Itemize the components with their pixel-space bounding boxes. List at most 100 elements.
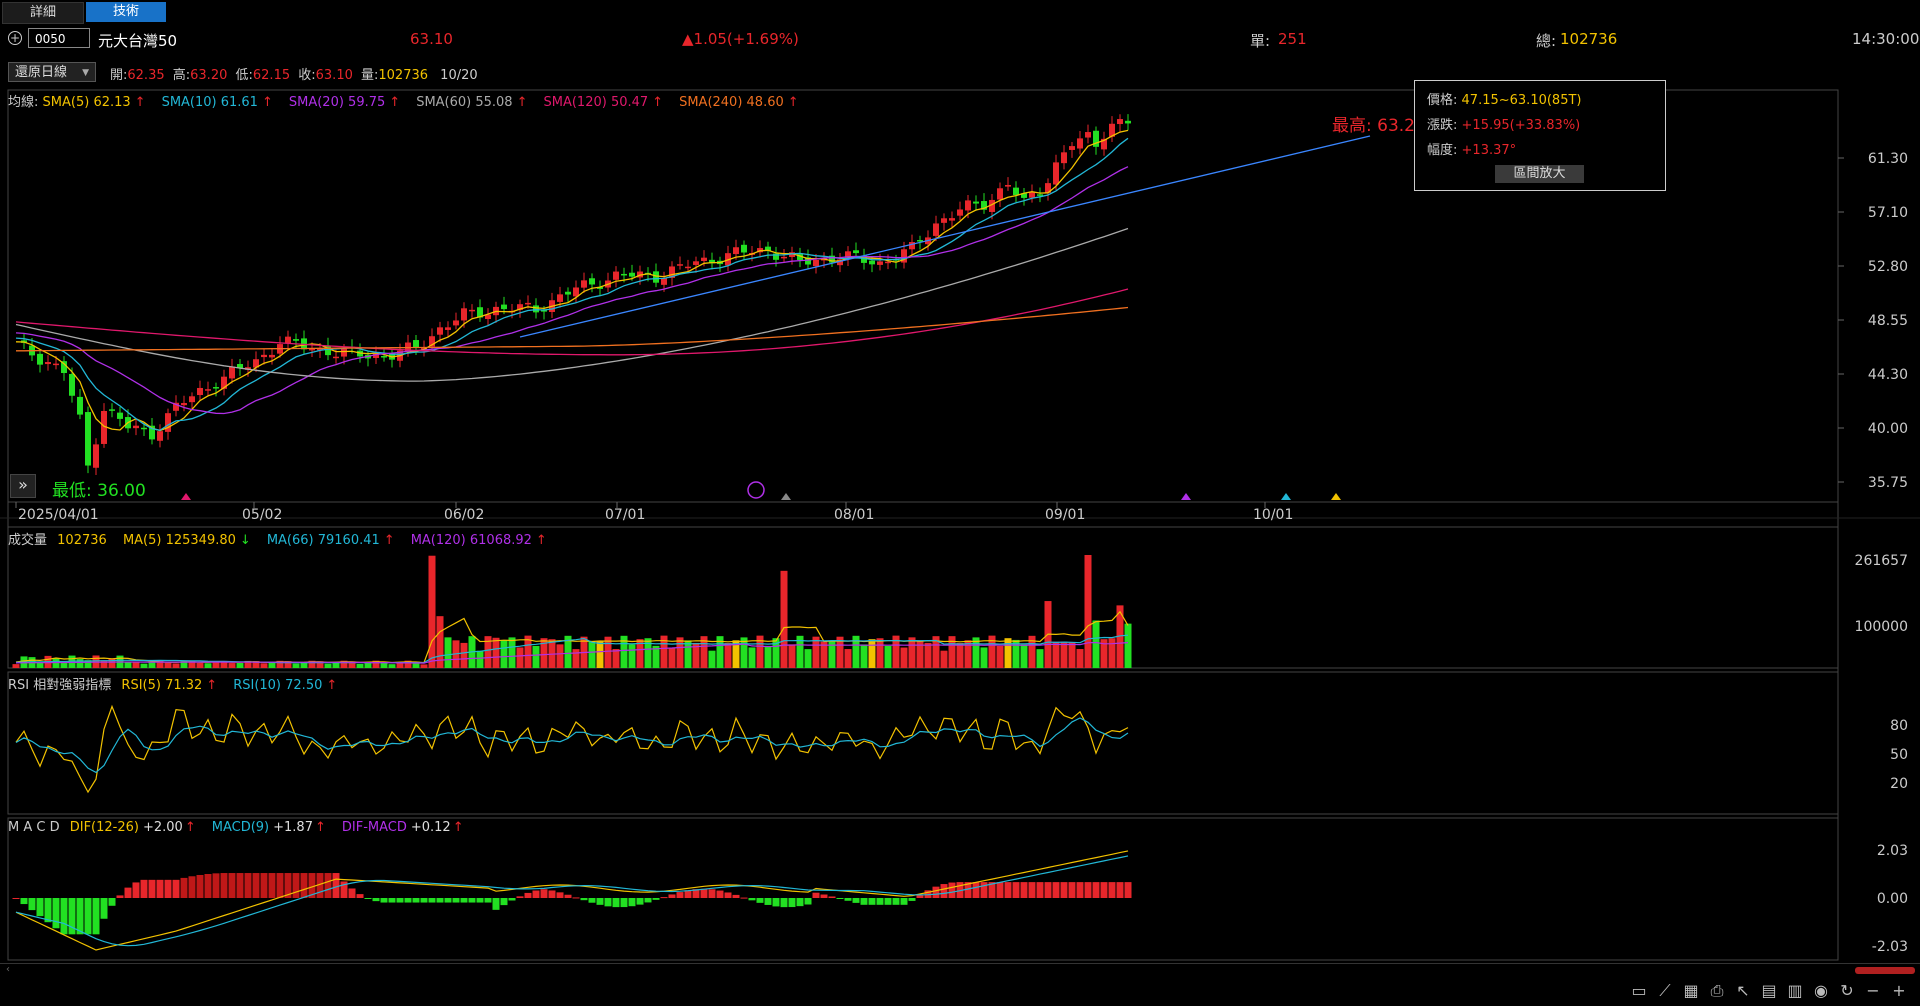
- sma240-line: [16, 306, 1129, 352]
- horizontal-scrollbar[interactable]: [0, 963, 1920, 978]
- volume-bar: [212, 660, 220, 668]
- eye-icon[interactable]: ◉: [1814, 981, 1828, 1000]
- candle-body: [701, 257, 707, 261]
- volume-bar: [340, 660, 348, 668]
- macd-histogram-bar: [580, 898, 588, 901]
- macd-histogram-bar: [980, 882, 988, 898]
- y-tick-label: 35.75: [1868, 475, 1908, 491]
- macd-histogram-bar: [708, 889, 716, 898]
- x-date-label: 08/01: [834, 507, 874, 523]
- expand-icon[interactable]: »: [10, 474, 36, 498]
- period-select[interactable]: 還原日線 ▼: [8, 62, 96, 82]
- trendline-icon[interactable]: ⟋: [1659, 981, 1671, 1000]
- legend-item: DIF-MACD +0.12 ↑: [341, 820, 464, 835]
- volume-bar: [172, 663, 180, 668]
- candle-body: [909, 242, 915, 250]
- candle-body: [37, 353, 43, 365]
- volume-bar: [284, 661, 292, 668]
- candle-body: [917, 240, 923, 242]
- volume-bar: [956, 642, 964, 668]
- single-label: 單:: [1250, 32, 1271, 50]
- macd-histogram-bar: [76, 898, 84, 935]
- table-icon[interactable]: ▦: [1683, 981, 1699, 1000]
- macd-histogram-bar: [68, 898, 76, 935]
- macd-histogram-bar: [1060, 882, 1068, 898]
- refresh-icon[interactable]: ↻: [1840, 981, 1854, 1000]
- quote-change: ▲1.05(+1.69%): [682, 30, 799, 48]
- candle-body: [453, 320, 459, 326]
- legend-item: SMA(20) 59.75 ↑: [288, 95, 401, 110]
- candle-body: [853, 250, 859, 254]
- macd-histogram-bar: [1012, 882, 1020, 898]
- volume-bar: [220, 660, 228, 668]
- volume-bar: [868, 639, 876, 668]
- volume-bar: [884, 645, 892, 668]
- scroll-thumb[interactable]: [1855, 967, 1915, 974]
- candle-body: [989, 199, 995, 212]
- macd-histogram-bar: [412, 898, 420, 903]
- symbol-input[interactable]: 0050: [28, 28, 90, 48]
- candle-body: [445, 327, 451, 330]
- macd-histogram-bar: [220, 873, 228, 898]
- y-tick-label: 261657: [1855, 553, 1908, 569]
- scroll-left-icon[interactable]: ‹: [6, 964, 10, 975]
- volume-bar: [476, 650, 484, 668]
- grid-icon[interactable]: ▤: [1761, 981, 1777, 1000]
- macd-histogram-bar: [204, 874, 212, 898]
- volume-bar: [996, 645, 1004, 668]
- candle-body: [997, 188, 1003, 200]
- candle-body: [1061, 152, 1067, 164]
- candle-body: [261, 354, 267, 358]
- candle-body: [613, 271, 619, 280]
- volume-bar: [276, 660, 284, 668]
- macd-histogram-bar: [548, 890, 556, 898]
- macd-histogram-bar: [940, 884, 948, 898]
- macd-histogram-bar: [180, 877, 188, 898]
- plus-icon[interactable]: +: [1892, 981, 1906, 1000]
- candle-body: [1085, 132, 1091, 138]
- new-page-icon[interactable]: ▭: [1631, 981, 1647, 1000]
- volume-bar: [684, 640, 692, 668]
- candle-body: [629, 272, 635, 277]
- vol-ma66-line: [15, 634, 1129, 664]
- signal-marker: [1281, 493, 1291, 500]
- macd-histogram-bar: [932, 886, 940, 898]
- add-symbol-icon[interactable]: +: [8, 31, 22, 45]
- tab-detail[interactable]: 詳細: [2, 2, 84, 24]
- volume-bar: [660, 635, 668, 668]
- zoom-range-button[interactable]: 區間放大: [1495, 165, 1584, 183]
- macd-histogram-bar: [468, 898, 476, 903]
- print-icon[interactable]: ⎙: [1710, 981, 1724, 1000]
- volume-bar: [1020, 644, 1028, 668]
- trend-line: [519, 135, 1371, 338]
- bars-icon[interactable]: ▥: [1787, 981, 1803, 1000]
- candle-body: [173, 402, 179, 411]
- volume-bar: [644, 638, 652, 668]
- macd-histogram-bar: [628, 898, 636, 907]
- volume-bar: [980, 647, 988, 668]
- volume-bar: [108, 658, 116, 668]
- macd-histogram-bar: [564, 894, 572, 898]
- minus-icon[interactable]: −: [1866, 981, 1880, 1000]
- candle-body: [1045, 183, 1051, 193]
- volume-bar: [780, 570, 788, 668]
- cursor-icon[interactable]: ↖: [1736, 981, 1750, 1000]
- x-date-label: 2025/04/01: [18, 507, 99, 523]
- candle-body: [973, 201, 979, 204]
- macd-histogram-bar: [276, 873, 284, 898]
- candle-body: [589, 278, 595, 285]
- legend-item: RSI(5) 71.32 ↑: [121, 678, 218, 693]
- macd-histogram-bar: [660, 897, 668, 899]
- volume-bar: [636, 639, 644, 668]
- candle-body: [165, 413, 171, 432]
- volume-bar: [1060, 641, 1068, 668]
- macd-histogram-bar: [956, 882, 964, 898]
- macd-histogram-bar: [164, 879, 172, 898]
- macd-histogram-bar: [436, 898, 444, 903]
- tab-technical[interactable]: 技術: [86, 2, 166, 22]
- candle-body: [205, 389, 211, 391]
- volume-bar: [924, 642, 932, 668]
- macd-histogram-bar: [196, 874, 204, 898]
- candle-body: [77, 396, 83, 415]
